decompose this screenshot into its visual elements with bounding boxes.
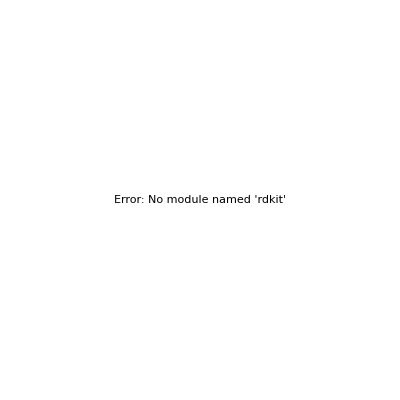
Text: Error: No module named 'rdkit': Error: No module named 'rdkit' [114,195,286,205]
